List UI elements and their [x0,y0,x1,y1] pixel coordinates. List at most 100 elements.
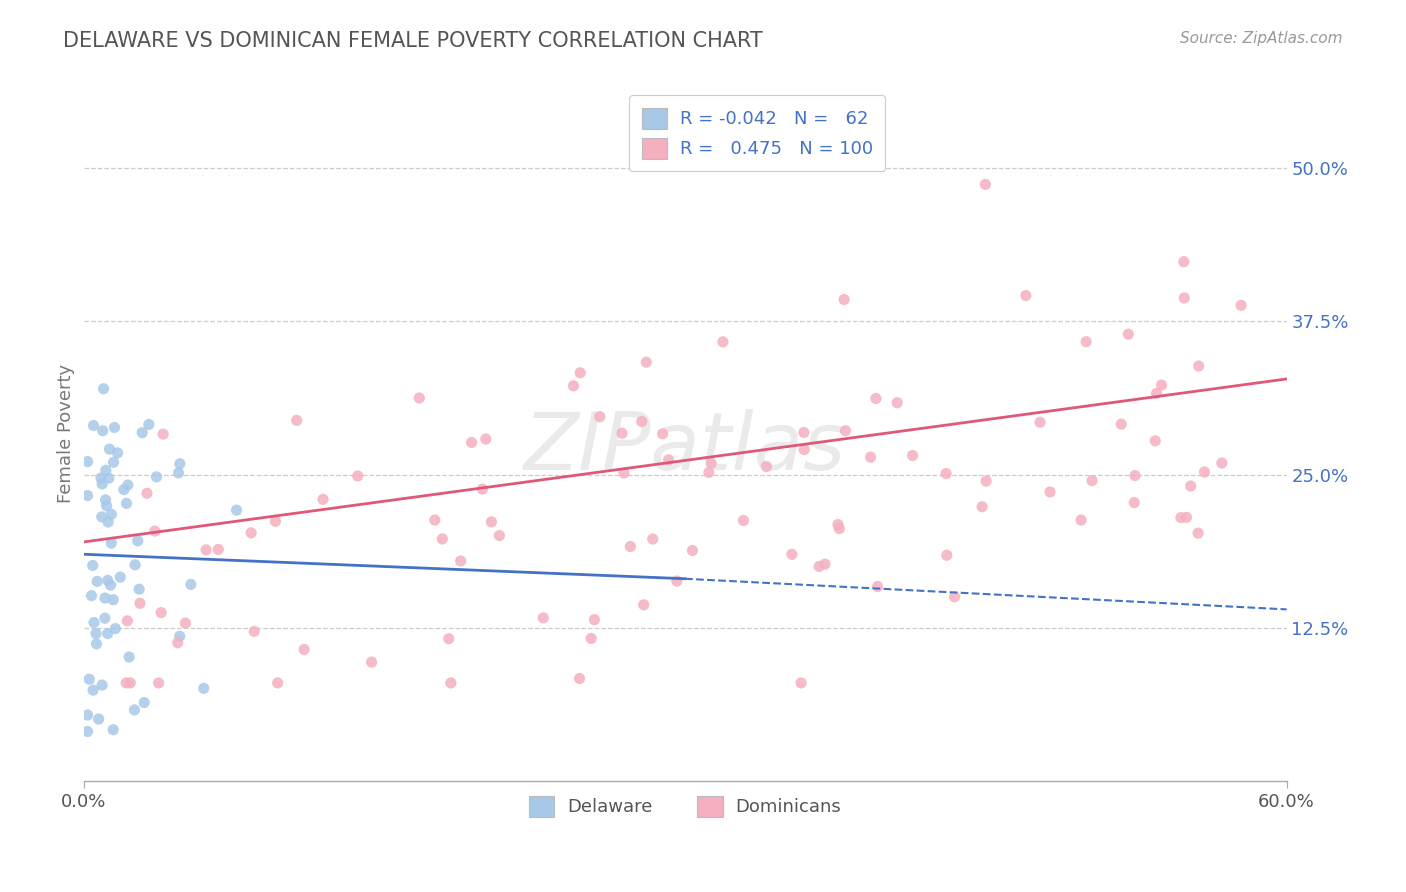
Point [935,467,957,481]
Point [568,672,591,686]
Point [1029,415,1052,429]
Point [96,499,118,513]
Point [84,626,107,640]
Point [103,723,125,737]
Point [755,459,778,474]
Point [143,524,166,538]
Point [86,637,108,651]
Point [86,574,108,589]
Point [579,632,602,646]
Point [1074,334,1097,349]
Y-axis label: Female Poverty: Female Poverty [58,364,75,503]
Point [1081,474,1104,488]
Point [1180,479,1202,493]
Point [91,678,114,692]
Point [651,426,673,441]
Point [127,533,149,548]
Point [76,454,98,468]
Point [974,474,997,488]
Point [360,655,382,669]
Point [450,554,472,568]
Point [100,578,122,592]
Point [697,466,720,480]
Point [117,478,139,492]
Point [481,515,503,529]
Point [1194,465,1216,479]
Point [1144,434,1167,448]
Point [264,514,287,528]
Point [1211,456,1233,470]
Legend: Delaware, Dominicans: Delaware, Dominicans [522,789,848,824]
Point [76,708,98,723]
Point [440,676,463,690]
Point [613,466,636,480]
Point [94,591,117,605]
Point [166,636,188,650]
Point [134,696,156,710]
Point [832,293,855,307]
Point [87,712,110,726]
Point [1039,485,1062,500]
Point [107,446,129,460]
Point [120,676,142,690]
Point [124,703,146,717]
Point [112,483,135,497]
Point [1173,254,1195,268]
Point [1123,468,1146,483]
Point [243,624,266,639]
Point [346,469,368,483]
Point [475,432,498,446]
Point [972,500,994,514]
Point [733,513,755,527]
Point [193,681,215,696]
Point [103,592,125,607]
Point [94,463,117,477]
Point [94,492,117,507]
Point [104,622,127,636]
Point [681,543,703,558]
Point [658,452,681,467]
Point [974,178,997,192]
Point [103,455,125,469]
Point [793,425,815,440]
Point [633,598,655,612]
Point [859,450,882,465]
Point [827,517,849,532]
Point [901,449,924,463]
Point [169,457,191,471]
Point [115,676,138,690]
Point [423,513,446,527]
Text: Source: ZipAtlas.com: Source: ZipAtlas.com [1180,31,1343,46]
Point [110,570,132,584]
Point [90,509,112,524]
Point [828,522,851,536]
Point [180,577,202,591]
Point [167,466,190,480]
Point [97,626,120,640]
Point [711,334,734,349]
Point [700,456,723,470]
Point [630,415,652,429]
Point [138,417,160,432]
Point [1188,359,1211,373]
Point [1170,510,1192,524]
Point [471,482,494,496]
Point [103,420,125,434]
Point [619,540,641,554]
Point [91,477,114,491]
Point [82,683,104,698]
Point [150,606,173,620]
Point [93,382,115,396]
Point [118,650,141,665]
Point [1015,288,1038,302]
Point [808,559,831,574]
Point [865,392,887,406]
Point [1123,495,1146,509]
Point [834,424,856,438]
Point [1150,378,1173,392]
Point [636,355,658,369]
Point [83,615,105,630]
Point [285,413,308,427]
Point [562,379,585,393]
Point [935,548,957,562]
